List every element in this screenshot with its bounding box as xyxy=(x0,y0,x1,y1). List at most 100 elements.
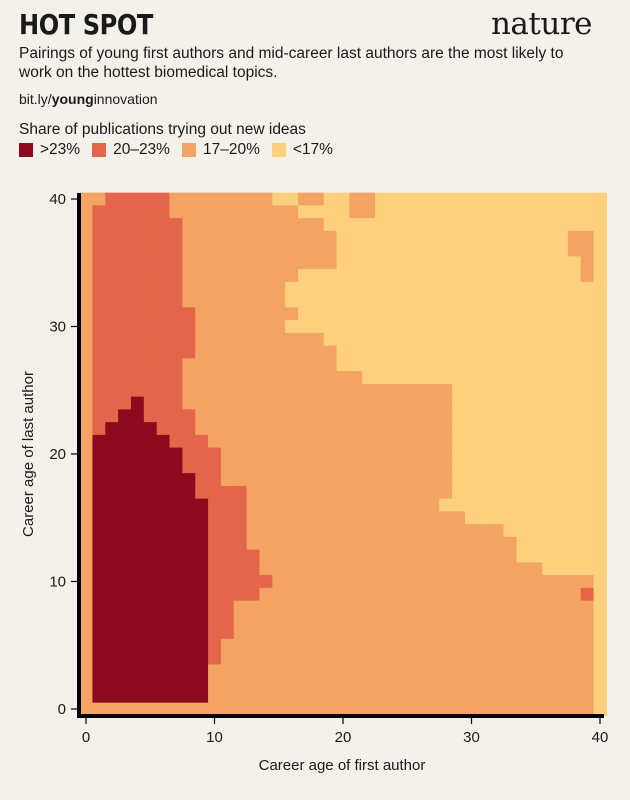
heatmap-cell xyxy=(465,447,479,461)
heatmap-cell xyxy=(529,332,543,347)
heatmap-cell xyxy=(400,485,415,500)
heatmap-cell xyxy=(413,626,428,640)
heatmap-cell xyxy=(169,664,183,678)
heatmap-cell xyxy=(336,651,351,665)
heatmap-cell xyxy=(452,409,466,423)
legend-swatch-mid-low xyxy=(181,143,196,157)
heatmap-cell xyxy=(118,345,132,359)
heatmap-cell xyxy=(79,396,94,410)
heatmap-cell xyxy=(593,562,608,576)
heatmap-cell xyxy=(285,256,299,270)
heatmap-cell xyxy=(208,536,222,551)
heatmap-cell xyxy=(375,511,389,525)
heatmap-cell xyxy=(169,511,183,525)
heatmap-cell xyxy=(413,638,428,653)
heatmap-cell xyxy=(567,409,582,423)
heatmap-cell xyxy=(105,524,119,538)
heatmap-cell xyxy=(310,243,325,257)
heatmap-cell xyxy=(387,205,402,219)
heatmap-cell xyxy=(118,434,132,449)
heatmap-cell xyxy=(503,677,518,691)
heatmap-cell xyxy=(246,536,261,551)
nature-logo: nature xyxy=(490,6,593,42)
heatmap-cell xyxy=(118,651,132,665)
heatmap-cell xyxy=(503,307,518,321)
heatmap-cell xyxy=(426,638,440,653)
heatmap-cell xyxy=(130,460,145,474)
heatmap-cell xyxy=(580,587,595,602)
heatmap-cell xyxy=(259,664,273,678)
heatmap-cell xyxy=(567,587,582,602)
heatmap-cell xyxy=(477,689,492,704)
heatmap-cell xyxy=(387,549,402,563)
heatmap-cell xyxy=(542,473,556,487)
heatmap-cell xyxy=(490,473,505,487)
heatmap-cell xyxy=(542,256,556,270)
heatmap-cell xyxy=(516,460,530,474)
heatmap-cell xyxy=(529,536,543,551)
heatmap-cell xyxy=(143,575,158,589)
heatmap-cell xyxy=(439,358,453,372)
heatmap-cell xyxy=(156,664,171,678)
heatmap-cell xyxy=(169,485,183,500)
heatmap-cell xyxy=(542,702,556,716)
heatmap-cell xyxy=(285,473,299,487)
heatmap-cell xyxy=(362,677,376,691)
heatmap-cell xyxy=(259,294,273,308)
heatmap-cell xyxy=(208,281,222,296)
heatmap-cell xyxy=(375,613,389,627)
heatmap-cell xyxy=(439,371,453,385)
heatmap-cell xyxy=(452,651,466,665)
heatmap-cell xyxy=(233,243,248,257)
heatmap-cell xyxy=(593,524,608,538)
heatmap-cell xyxy=(336,371,351,385)
heatmap-cell xyxy=(182,549,196,563)
heatmap-cell xyxy=(208,702,222,716)
heatmap-cell xyxy=(387,358,402,372)
source-link[interactable]: bit.ly/younginnovation xyxy=(19,91,158,107)
heatmap-cell xyxy=(336,396,351,410)
heatmap-cell xyxy=(233,396,248,410)
heatmap-cell xyxy=(336,536,351,551)
heatmap-cell xyxy=(555,358,569,372)
heatmap-cell xyxy=(375,473,389,487)
heatmap-cell xyxy=(259,536,273,551)
heatmap-cell xyxy=(400,192,415,206)
heatmap-cell xyxy=(272,524,286,538)
heatmap-cell xyxy=(529,358,543,372)
heatmap-cell xyxy=(503,664,518,678)
heatmap-cell xyxy=(413,511,428,525)
heatmap-cell xyxy=(387,243,402,257)
heatmap-cell xyxy=(285,664,299,678)
heatmap-cell xyxy=(413,422,428,436)
heatmap-cell xyxy=(362,689,376,704)
heatmap-cell xyxy=(490,651,505,665)
heatmap-cell xyxy=(555,396,569,410)
heatmap-cell xyxy=(79,447,94,461)
heatmap-cell xyxy=(580,498,595,512)
heatmap-cell xyxy=(362,600,376,614)
heatmap-cell xyxy=(272,205,286,219)
heatmap-cell xyxy=(400,218,415,232)
heatmap-cell xyxy=(593,320,608,334)
heatmap-cell xyxy=(208,651,222,665)
heatmap-cell xyxy=(387,447,402,461)
heatmap-cell xyxy=(323,320,338,334)
heatmap-cell xyxy=(246,575,261,589)
heatmap-cell xyxy=(542,218,556,232)
heatmap-cell xyxy=(593,269,608,283)
heatmap-cell xyxy=(323,243,338,257)
heatmap-cell xyxy=(503,396,518,410)
heatmap-cell xyxy=(298,192,312,206)
heatmap-cell xyxy=(310,218,325,232)
heatmap-cell xyxy=(285,434,299,449)
heatmap-cell xyxy=(465,218,479,232)
heatmap-cell xyxy=(452,230,466,245)
heatmap-cell xyxy=(259,702,273,716)
heatmap-cell xyxy=(272,243,286,257)
heatmap-cell xyxy=(542,498,556,512)
heatmap-cell xyxy=(465,702,479,716)
heatmap-cell xyxy=(529,562,543,576)
heatmap-cell xyxy=(130,281,145,296)
heatmap-cell xyxy=(195,524,209,538)
